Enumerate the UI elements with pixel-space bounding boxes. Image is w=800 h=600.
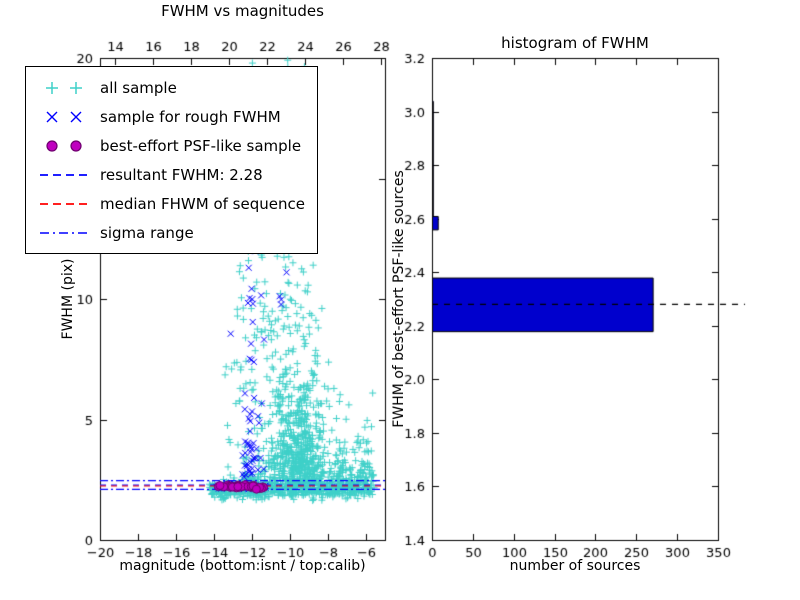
plus-marker-icon [46,81,82,94]
legend-item: sigma range [38,220,305,245]
x-marker-icon [46,111,82,122]
right-x-axis-label: number of sources [509,558,641,574]
legend-item-label: all sample [100,78,177,97]
legend-item: median FHWM of sequence [38,191,305,216]
blue-dashed-line-icon [40,173,88,176]
legend-item-label: resultant FWHM: 2.28 [100,165,263,184]
left-y-axis-label: FWHM (pix) [60,258,76,340]
red-dashed-line-icon [40,202,88,205]
circle-marker-icon [46,139,82,152]
blue-dashdot-line-icon [40,231,88,234]
legend-item: all sample [38,75,305,100]
right-y-axis-label: FWHM of best-effort PSF-like sources [391,170,407,428]
legend-item: sample for rough FWHM [38,104,305,129]
legend-item: best-effort PSF-like sample [38,133,305,158]
legend-item-label: best-effort PSF-like sample [100,136,302,155]
left-chart-title: FWHM vs magnitudes [161,2,324,20]
left-x-axis-label: magnitude (bottom:isnt / top:calib) [119,558,366,574]
legend-item-label: sample for rough FWHM [100,107,281,126]
right-chart-title: histogram of FWHM [501,34,649,52]
legend: all sample sample for rough FWHM best-ef… [25,66,318,254]
legend-item-label: sigma range [100,223,194,242]
legend-item: resultant FWHM: 2.28 [38,162,305,187]
legend-item-label: median FHWM of sequence [100,194,305,213]
